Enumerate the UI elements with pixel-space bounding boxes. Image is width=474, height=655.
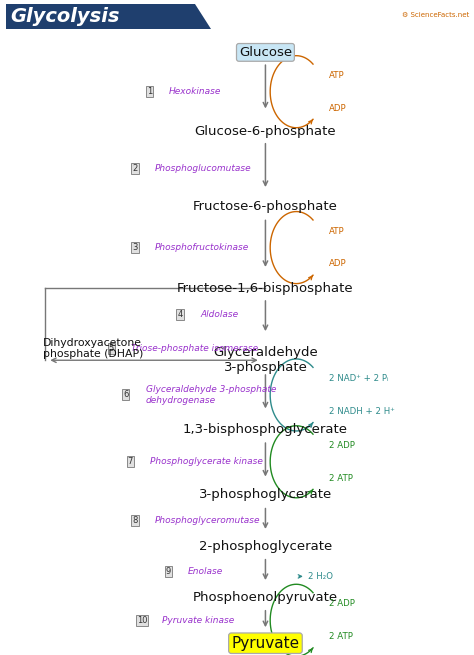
Text: Enolase: Enolase xyxy=(188,567,223,576)
Text: ATP: ATP xyxy=(329,71,345,80)
Text: ⚙ ScienceFacts.net: ⚙ ScienceFacts.net xyxy=(402,11,469,18)
Text: Glyceraldehyde
3-phosphate: Glyceraldehyde 3-phosphate xyxy=(213,346,318,374)
Text: Phosphofructokinase: Phosphofructokinase xyxy=(155,243,249,252)
Text: Phosphoglucomutase: Phosphoglucomutase xyxy=(155,164,252,174)
Text: Triose-phosphate isomerase: Triose-phosphate isomerase xyxy=(131,344,258,353)
Text: Glycolysis: Glycolysis xyxy=(10,7,120,26)
Text: 2-phosphoglycerate: 2-phosphoglycerate xyxy=(199,540,332,553)
Text: 3-phosphoglycerate: 3-phosphoglycerate xyxy=(199,488,332,501)
Polygon shape xyxy=(195,4,211,29)
Text: Dihydroxyacetone
phosphate (DHAP): Dihydroxyacetone phosphate (DHAP) xyxy=(43,338,143,359)
Text: Glyceraldehyde 3-phosphate
dehydrogenase: Glyceraldehyde 3-phosphate dehydrogenase xyxy=(146,385,276,405)
Text: Phosphoenolpyruvate: Phosphoenolpyruvate xyxy=(193,591,338,604)
Text: 4: 4 xyxy=(177,310,183,319)
Text: 6: 6 xyxy=(123,390,128,400)
Text: 2 NADH + 2 H⁺: 2 NADH + 2 H⁺ xyxy=(329,407,395,416)
Text: Aldolase: Aldolase xyxy=(200,310,238,319)
Text: ATP: ATP xyxy=(329,227,345,236)
Text: Fructose-6-phosphate: Fructose-6-phosphate xyxy=(193,200,338,213)
Text: 5: 5 xyxy=(109,344,114,353)
Text: 1: 1 xyxy=(146,87,152,96)
Text: Glucose: Glucose xyxy=(239,46,292,59)
Text: Pyruvate: Pyruvate xyxy=(231,636,300,650)
Text: 2 ADP: 2 ADP xyxy=(329,599,356,608)
Text: Pyruvate kinase: Pyruvate kinase xyxy=(162,616,234,625)
Text: ADP: ADP xyxy=(329,103,347,113)
Text: 2 ATP: 2 ATP xyxy=(329,632,353,641)
Text: 2 H₂O: 2 H₂O xyxy=(308,572,333,581)
Text: Glucose-6-phosphate: Glucose-6-phosphate xyxy=(195,124,336,138)
Text: 1,3-bisphosphoglycerate: 1,3-bisphosphoglycerate xyxy=(183,422,348,436)
Text: Phosphoglycerate kinase: Phosphoglycerate kinase xyxy=(150,457,263,466)
FancyBboxPatch shape xyxy=(6,4,195,29)
Text: ADP: ADP xyxy=(329,259,347,269)
Text: 2 NAD⁺ + 2 Pᵢ: 2 NAD⁺ + 2 Pᵢ xyxy=(329,374,389,383)
Text: Phosphoglyceromutase: Phosphoglyceromutase xyxy=(155,516,261,525)
Text: 2 ATP: 2 ATP xyxy=(329,474,353,483)
Text: 2: 2 xyxy=(132,164,138,174)
Text: 3: 3 xyxy=(132,243,138,252)
Text: 7: 7 xyxy=(128,457,133,466)
Text: 8: 8 xyxy=(132,516,138,525)
Text: Hexokinase: Hexokinase xyxy=(169,87,221,96)
Text: 10: 10 xyxy=(137,616,147,625)
Text: Fructose-1,6-bisphosphate: Fructose-1,6-bisphosphate xyxy=(177,282,354,295)
Text: 9: 9 xyxy=(165,567,171,576)
Text: 2 ADP: 2 ADP xyxy=(329,441,356,450)
